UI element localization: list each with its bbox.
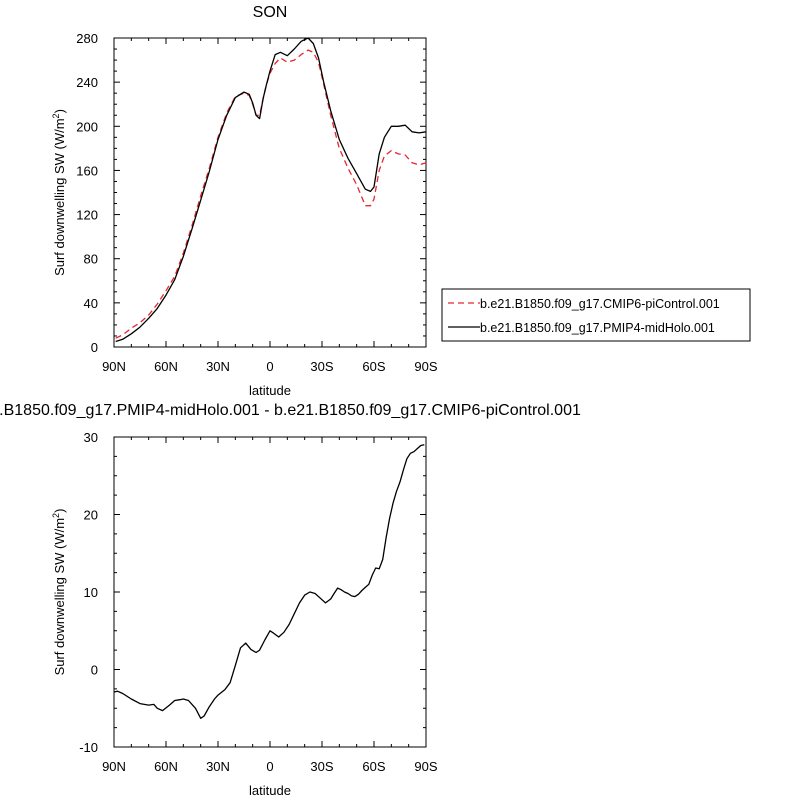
y-tick-label: 200	[76, 119, 98, 134]
x-tick-label: 60S	[362, 759, 385, 774]
x-tick-label: 30N	[206, 759, 230, 774]
legend-label-2: b.e21.B1850.f09_g17.PMIP4-midHolo.001	[480, 321, 715, 335]
y-axis-title: Surf downwelling SW (W/m2)	[51, 109, 67, 276]
y-tick-label: 80	[84, 252, 98, 267]
y-tick-label: 120	[76, 208, 98, 223]
x-tick-label: 0	[266, 359, 273, 374]
legend-label-1: b.e21.B1850.f09_g17.CMIP6-piControl.001	[480, 297, 720, 311]
chart-1: SON 90N 60N 30N 0 30S 60S 90S 0 40 80 120 160 200 240 2…	[51, 4, 438, 398]
x-axis-title: latitude	[249, 383, 291, 398]
chart-title: SON	[253, 4, 288, 21]
y-axis-title-superscript: 2	[51, 513, 61, 518]
y-axis-title: Surf downwelling SW (W/m2)	[51, 509, 67, 676]
x-tick-label: 90N	[102, 359, 126, 374]
chart-title: b.e21.B1850.f09_g17.PMIP4-midHolo.001 - …	[0, 402, 581, 419]
x-tick-label: 0	[266, 759, 273, 774]
plot-frame	[113, 436, 427, 748]
y-tick-label: 160	[76, 163, 98, 178]
y-tick-label: -10	[79, 740, 98, 755]
y-tick-label: 0	[91, 663, 98, 678]
y-tick-label: 280	[76, 31, 98, 46]
plot-frame	[113, 37, 427, 348]
y-axis-title-main: Surf downwelling SW (W/m	[52, 118, 67, 275]
series-line-1	[113, 444, 425, 719]
x-tick-label: 60S	[362, 359, 385, 374]
x-tick-label: 90N	[102, 759, 126, 774]
x-tick-label: 90S	[414, 759, 437, 774]
series-line-2	[115, 37, 427, 343]
x-tick-label: 30N	[206, 359, 230, 374]
y-axis-title-end: )	[52, 509, 67, 513]
x-tick-label: 60N	[154, 359, 178, 374]
y-tick-label: 40	[84, 296, 98, 311]
y-tick-label: 0	[91, 340, 98, 355]
x-tick-label: 60N	[154, 759, 178, 774]
legend: b.e21.B1850.f09_g17.CMIP6-piControl.001b…	[441, 288, 751, 342]
chart-2: b.e21.B1850.f09_g17.PMIP4-midHolo.001 - …	[0, 402, 581, 798]
y-tick-label: 20	[84, 508, 98, 523]
x-tick-label: 30S	[310, 759, 333, 774]
y-axis-title-end: )	[52, 109, 67, 113]
series-line-1	[115, 49, 427, 339]
y-axis-title-main: Surf downwelling SW (W/m	[52, 518, 67, 675]
y-tick-label: 30	[84, 430, 98, 445]
x-axis-title: latitude	[249, 783, 291, 798]
x-tick-label: 30S	[310, 359, 333, 374]
legend-box	[441, 288, 751, 342]
y-axis-title-superscript: 2	[51, 113, 61, 118]
y-tick-label: 10	[84, 585, 98, 600]
y-tick-label: 240	[76, 75, 98, 90]
x-tick-label: 90S	[414, 359, 437, 374]
